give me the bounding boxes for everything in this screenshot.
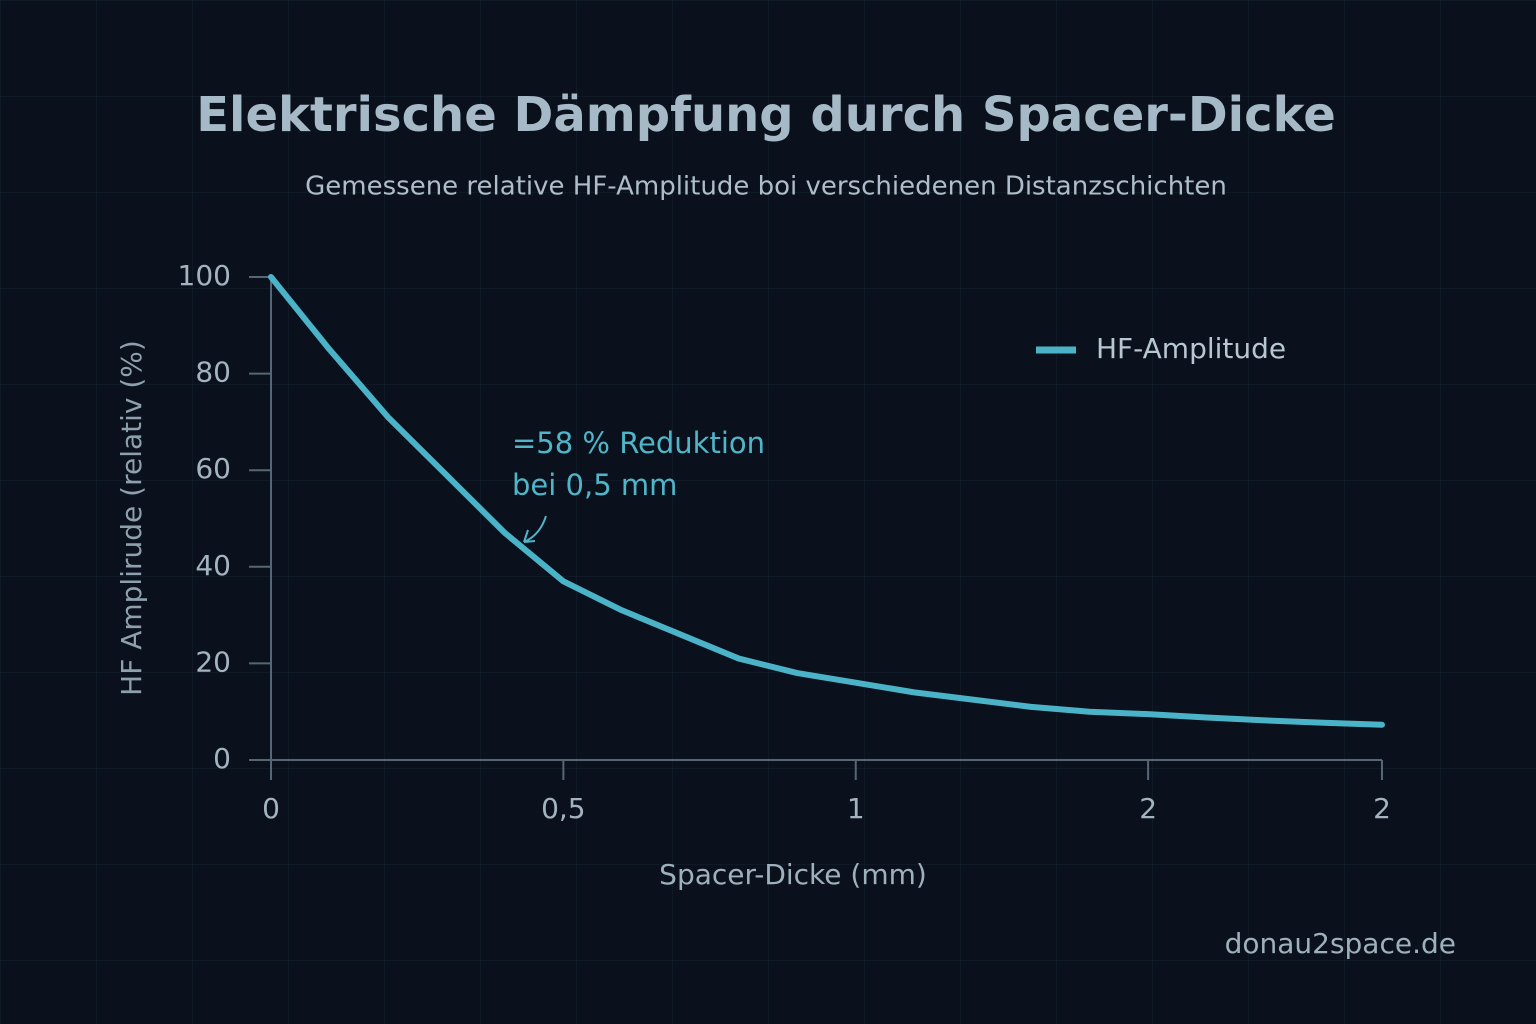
legend-label: HF-Amplitude [1096, 332, 1286, 365]
x-axis-label: Spacer-Dicke (mm) [659, 858, 927, 891]
watermark: donau2space.de [1225, 927, 1456, 960]
x-tick-label: 1 [847, 792, 865, 825]
data-line [268, 274, 1385, 728]
y-tick-label: 20 [195, 645, 231, 678]
y-tick-label: 60 [195, 452, 231, 485]
y-tick-label: 80 [195, 356, 231, 389]
chart-title: Elektrische Dämpfung durch Spacer-Dicke [196, 87, 1336, 143]
y-axis-label: HF Amplirude (relativ (%) [115, 340, 148, 696]
y-tick-label: 0 [213, 742, 231, 775]
chart-subtitle: Gemessene relative HF-Amplitude boi vers… [305, 172, 1227, 202]
y-tick-label: 40 [195, 549, 231, 582]
x-tick-label: 0,5 [541, 792, 586, 825]
annotation-line: bei 0,5 mm [512, 468, 677, 502]
x-tick-label: 2 [1373, 792, 1391, 825]
annotation-arrow [523, 515, 547, 543]
x-tick-label: 0 [262, 792, 280, 825]
annotation-line: =58 % Reduktion [512, 426, 765, 460]
x-tick-label: 2 [1139, 792, 1157, 825]
y-tick-label: 100 [178, 259, 231, 292]
